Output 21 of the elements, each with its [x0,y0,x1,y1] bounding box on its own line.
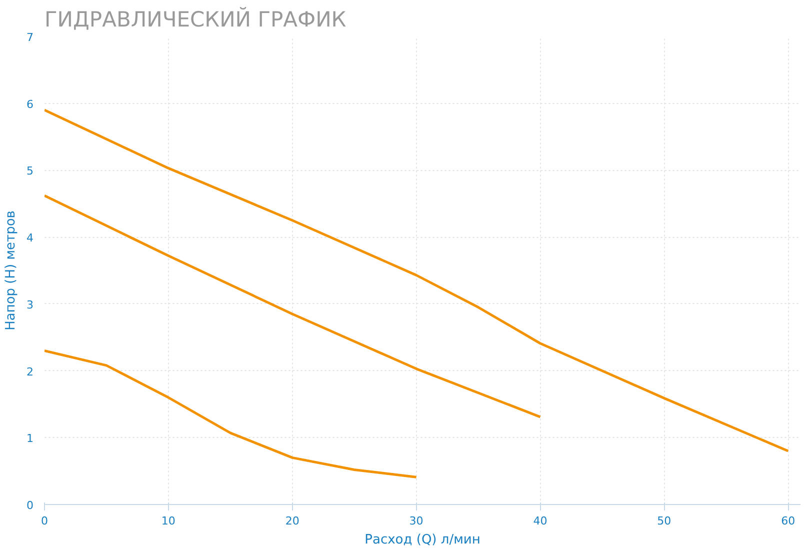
x-tick-label: 30 [409,514,424,528]
y-tick-label: 1 [26,432,34,446]
x-tick-label: 40 [533,514,548,528]
x-tick-label: 60 [781,514,796,528]
y-tick-label: 2 [26,365,34,378]
y-tick-label: 7 [26,31,34,44]
y-tick-label: 0 [26,499,34,512]
y-tick-label: 4 [26,232,34,245]
line-series [44,108,790,452]
line-series [44,194,542,418]
x-axis-title: Расход (Q) л/мин [364,532,480,548]
y-tick-label: 3 [26,298,34,312]
x-tick-label: 10 [161,514,176,528]
x-tick-label: 50 [657,514,672,528]
x-tick-label: 20 [285,514,300,528]
y-tick-label: 6 [26,98,34,111]
y-tick-label: 5 [26,164,34,178]
line-series [44,349,418,478]
chart-title: ГИДРАВЛИЧЕСКИЙ ГРАФИК [44,6,346,32]
x-tick-label: 0 [41,514,48,528]
y-axis-title: Напор (H) метров [4,210,18,330]
